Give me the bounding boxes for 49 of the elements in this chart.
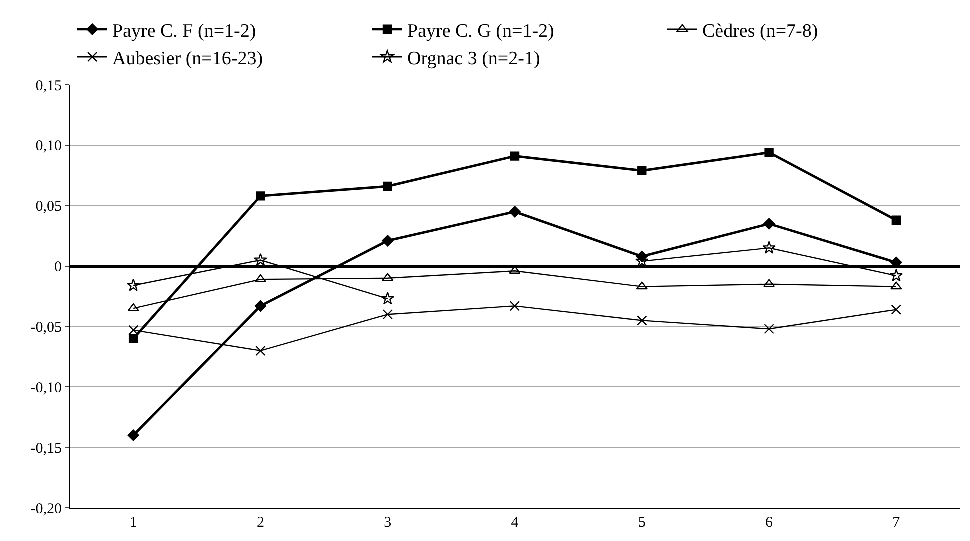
point: [637, 316, 648, 326]
y-tick-label: 0,10: [36, 138, 62, 155]
point: [510, 301, 520, 312]
point: [382, 310, 393, 320]
x-tick-label: 2: [256, 515, 264, 531]
y-tick-label: -0,05: [30, 320, 62, 336]
point: [510, 152, 520, 161]
point: [254, 300, 267, 312]
y-tick-label: -0,20: [30, 501, 62, 518]
x-tick-label: 7: [892, 515, 901, 531]
point: [763, 218, 776, 230]
point: [128, 303, 140, 312]
point: [509, 206, 521, 218]
point: [762, 241, 776, 254]
x-tick-label: 5: [638, 515, 646, 531]
point: [256, 192, 266, 201]
legend-label: Payre C. F (n=1-2): [112, 20, 256, 42]
y-tick-label: 0,15: [36, 78, 62, 94]
legend-label: Payre C. G (n=1-2): [408, 20, 554, 42]
point: [891, 304, 902, 315]
point: [128, 430, 140, 442]
legend-label: Cèdres (n=7-8): [702, 20, 818, 42]
point: [764, 148, 774, 158]
x-tick-label: 6: [766, 515, 774, 531]
point: [636, 282, 648, 290]
point: [126, 278, 140, 292]
point: [382, 235, 394, 247]
legend-label: Orgnac 3 (n=2-1): [408, 48, 540, 70]
point: [382, 273, 394, 282]
point: [764, 324, 774, 334]
point: [890, 282, 902, 290]
x-tick-label: 1: [130, 515, 138, 531]
point: [890, 269, 904, 282]
y-tick-label: 0,05: [36, 199, 62, 216]
point: [890, 256, 902, 268]
legend-label: Aubesier (n=16-23): [112, 48, 264, 70]
point: [254, 253, 268, 266]
y-tick-label: 0: [54, 260, 62, 276]
point: [383, 182, 392, 192]
point: [256, 346, 266, 356]
point: [638, 166, 647, 176]
y-tick-label: -0,15: [30, 440, 62, 457]
point: [128, 334, 138, 344]
point: [892, 216, 902, 225]
point: [128, 325, 139, 336]
point: [381, 292, 394, 305]
y-tick-label: -0,10: [30, 380, 62, 396]
x-tick-label: 4: [511, 515, 520, 531]
x-tick-label: 3: [384, 515, 392, 531]
